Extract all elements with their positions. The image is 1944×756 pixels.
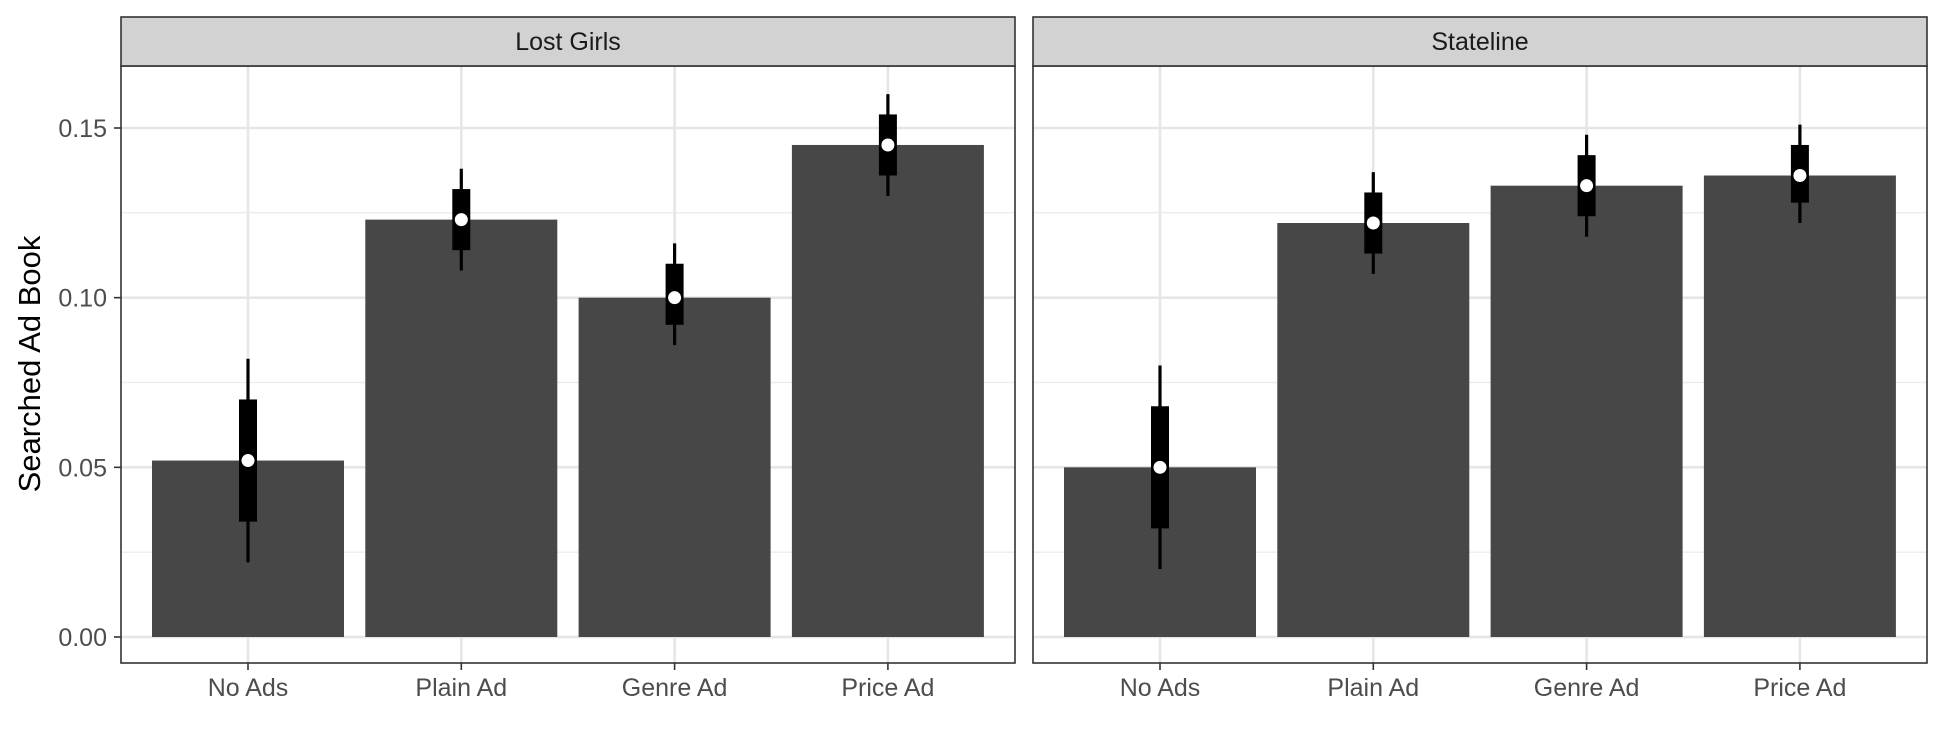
bar [1703, 175, 1896, 638]
point-estimate [241, 454, 255, 468]
x-tick-label: Plain Ad [415, 674, 507, 702]
x-tick-label: Plain Ad [1327, 674, 1419, 702]
point-estimate [1580, 179, 1594, 193]
facet-strip-label: Stateline [1431, 28, 1528, 56]
point-estimate [668, 291, 682, 305]
x-tick-label: Price Ad [841, 674, 934, 702]
bar [1277, 223, 1470, 637]
bar [1490, 185, 1683, 638]
x-tick-label: No Ads [208, 674, 289, 702]
point-estimate [1793, 169, 1807, 183]
y-tick-label: 0.15 [58, 115, 107, 143]
x-tick-label: Genre Ad [1534, 674, 1640, 702]
panel-1: Stateline No Ads Plain Ad Genre Ad Price Ad [1032, 16, 1928, 702]
y-tick-label: 0.00 [58, 624, 107, 652]
y-tick-label: 0.10 [58, 285, 107, 313]
bar [365, 219, 558, 637]
point-estimate [454, 213, 468, 227]
bar [578, 297, 771, 637]
y-axis-title: Searched Ad Book [12, 235, 47, 492]
facet-strip [1032, 16, 1928, 67]
x-tick-label: Genre Ad [622, 674, 728, 702]
bar [791, 144, 984, 637]
point-estimate [1153, 460, 1167, 474]
y-tick-label: 0.05 [58, 454, 107, 482]
panel-0: Lost Girls No Ads Plain Ad Genre Ad Price Ad [120, 16, 1016, 702]
point-estimate [881, 138, 895, 152]
facet-strip [120, 16, 1016, 67]
panels: Lost Girls No Ads Plain Ad Genre Ad Price Ad… [58, 16, 1928, 702]
x-tick-label: No Ads [1120, 674, 1201, 702]
x-tick-label: Price Ad [1753, 674, 1846, 702]
point-estimate [1366, 216, 1380, 230]
facet-strip-label: Lost Girls [515, 28, 621, 56]
y-axis: 0.00 0.05 0.10 0.15 [58, 115, 121, 652]
